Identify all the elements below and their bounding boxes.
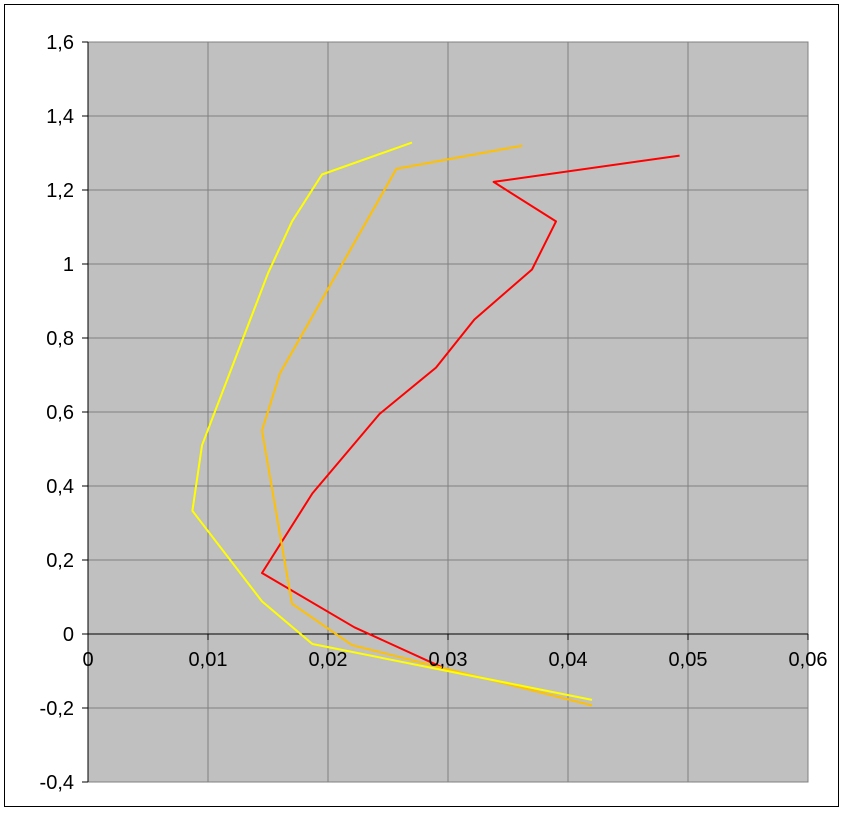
x-tick-label: 0,02	[309, 649, 348, 671]
y-tick-label: 0,6	[46, 402, 74, 424]
x-tick-label: 0,01	[189, 649, 228, 671]
x-tick-label: 0,04	[549, 649, 588, 671]
x-tick-labels: 0 0,01 0,02 0,03 0,04 0,05 0,06	[82, 649, 827, 671]
y-tick-label: 1,6	[46, 32, 74, 54]
axes	[82, 41, 809, 783]
y-tick-label: 1	[63, 254, 74, 276]
y-tick-labels: -0,4 -0,2 0 0,2 0,4 0,6 0,8 1 1,2 1,4 1,6	[40, 32, 74, 794]
x-tick-label: 0,03	[429, 649, 468, 671]
y-tick-label: -0,2	[40, 698, 74, 720]
x-tick-label: 0,06	[789, 649, 828, 671]
x-tick-label: 0,05	[669, 649, 708, 671]
grid-lines	[87, 41, 809, 783]
y-tick-label: -0,4	[40, 772, 74, 794]
y-tick-label: 1,4	[46, 106, 74, 128]
x-tick-label: 0	[82, 649, 93, 671]
series-line-1	[261, 154, 680, 669]
y-tick-label: 0	[63, 624, 74, 646]
y-tick-label: 0,2	[46, 550, 74, 572]
y-tick-label: 1,2	[46, 180, 74, 202]
y-tick-label: 0,4	[46, 476, 74, 498]
y-tick-label: 0,8	[46, 328, 74, 350]
series-line-3	[191, 141, 593, 701]
series-group	[191, 141, 680, 707]
series-line-2	[261, 144, 593, 707]
